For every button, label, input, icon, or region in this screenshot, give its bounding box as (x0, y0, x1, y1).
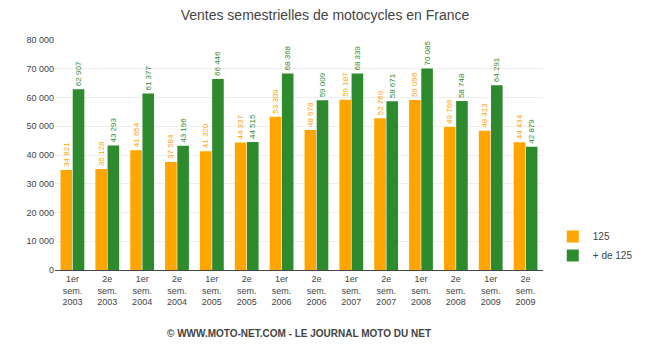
svg-text:48 413: 48 413 (480, 103, 489, 128)
svg-text:49 766: 49 766 (445, 99, 454, 124)
svg-text:42 879: 42 879 (527, 119, 536, 144)
svg-text:20 000: 20 000 (26, 208, 54, 218)
svg-text:© WWW.MOTO-NET.COM - LE JOURNA: © WWW.MOTO-NET.COM - LE JOURNAL MOTO DU … (167, 328, 431, 339)
svg-text:0: 0 (49, 265, 54, 275)
svg-text:48 678: 48 678 (306, 102, 315, 127)
svg-text:1ersem.2009: 1ersem.2009 (481, 274, 501, 307)
svg-text:40 000: 40 000 (26, 150, 54, 160)
svg-text:37 584: 37 584 (166, 134, 175, 159)
svg-text:44 515: 44 515 (248, 114, 257, 139)
svg-text:80 000: 80 000 (26, 35, 54, 45)
svg-text:53 309: 53 309 (271, 89, 280, 114)
svg-text:60 000: 60 000 (26, 93, 54, 103)
svg-text:70 000: 70 000 (26, 64, 54, 74)
svg-text:59 096: 59 096 (410, 72, 419, 97)
svg-text:64 291: 64 291 (492, 57, 501, 82)
svg-text:43 196: 43 196 (179, 118, 188, 143)
svg-text:1ersem.2006: 1ersem.2006 (272, 274, 292, 307)
svg-text:59 009: 59 009 (318, 72, 327, 97)
svg-text:61 377: 61 377 (144, 66, 153, 91)
svg-text:58 748: 58 748 (457, 73, 466, 98)
svg-text:52 769: 52 769 (376, 90, 385, 115)
svg-text:58 671: 58 671 (388, 73, 397, 98)
svg-text:50 000: 50 000 (26, 121, 54, 131)
svg-text:70 085: 70 085 (423, 40, 432, 65)
svg-text:2esem.2008: 2esem.2008 (446, 274, 466, 307)
svg-text:+ de 125: + de 125 (593, 250, 633, 261)
svg-text:Ventes semestrielles de motocy: Ventes semestrielles de motocycles en Fr… (181, 7, 470, 23)
svg-text:44 337: 44 337 (236, 115, 245, 140)
svg-text:66 446: 66 446 (213, 51, 222, 76)
svg-text:30 000: 30 000 (26, 179, 54, 189)
svg-text:1ersem.2004: 1ersem.2004 (132, 274, 152, 307)
svg-text:10 000: 10 000 (26, 236, 54, 246)
svg-text:34 821: 34 821 (62, 142, 71, 167)
svg-text:2esem.2007: 2esem.2007 (376, 274, 396, 307)
svg-text:1ersem.2008: 1ersem.2008 (411, 274, 431, 307)
svg-text:1ersem.2007: 1ersem.2007 (341, 274, 361, 307)
svg-text:43 293: 43 293 (109, 118, 118, 143)
svg-text:2esem.2005: 2esem.2005 (237, 274, 257, 307)
svg-text:68 368: 68 368 (283, 45, 292, 70)
svg-text:2esem.2004: 2esem.2004 (167, 274, 187, 307)
svg-text:44 434: 44 434 (515, 114, 524, 139)
svg-text:1ersem.2005: 1ersem.2005 (202, 274, 222, 307)
svg-text:2esem.2006: 2esem.2006 (306, 274, 326, 307)
svg-text:62 907: 62 907 (74, 61, 83, 86)
svg-text:125: 125 (593, 231, 610, 242)
svg-text:1ersem.2003: 1ersem.2003 (62, 274, 82, 307)
svg-text:41 654: 41 654 (132, 122, 141, 147)
svg-text:2esem.2009: 2esem.2009 (516, 274, 536, 307)
svg-text:2esem.2003: 2esem.2003 (97, 274, 117, 307)
svg-text:59 187: 59 187 (341, 72, 350, 97)
svg-text:68 339: 68 339 (353, 46, 362, 71)
svg-text:35 128: 35 128 (97, 141, 106, 166)
svg-text:41 320: 41 320 (201, 123, 210, 148)
